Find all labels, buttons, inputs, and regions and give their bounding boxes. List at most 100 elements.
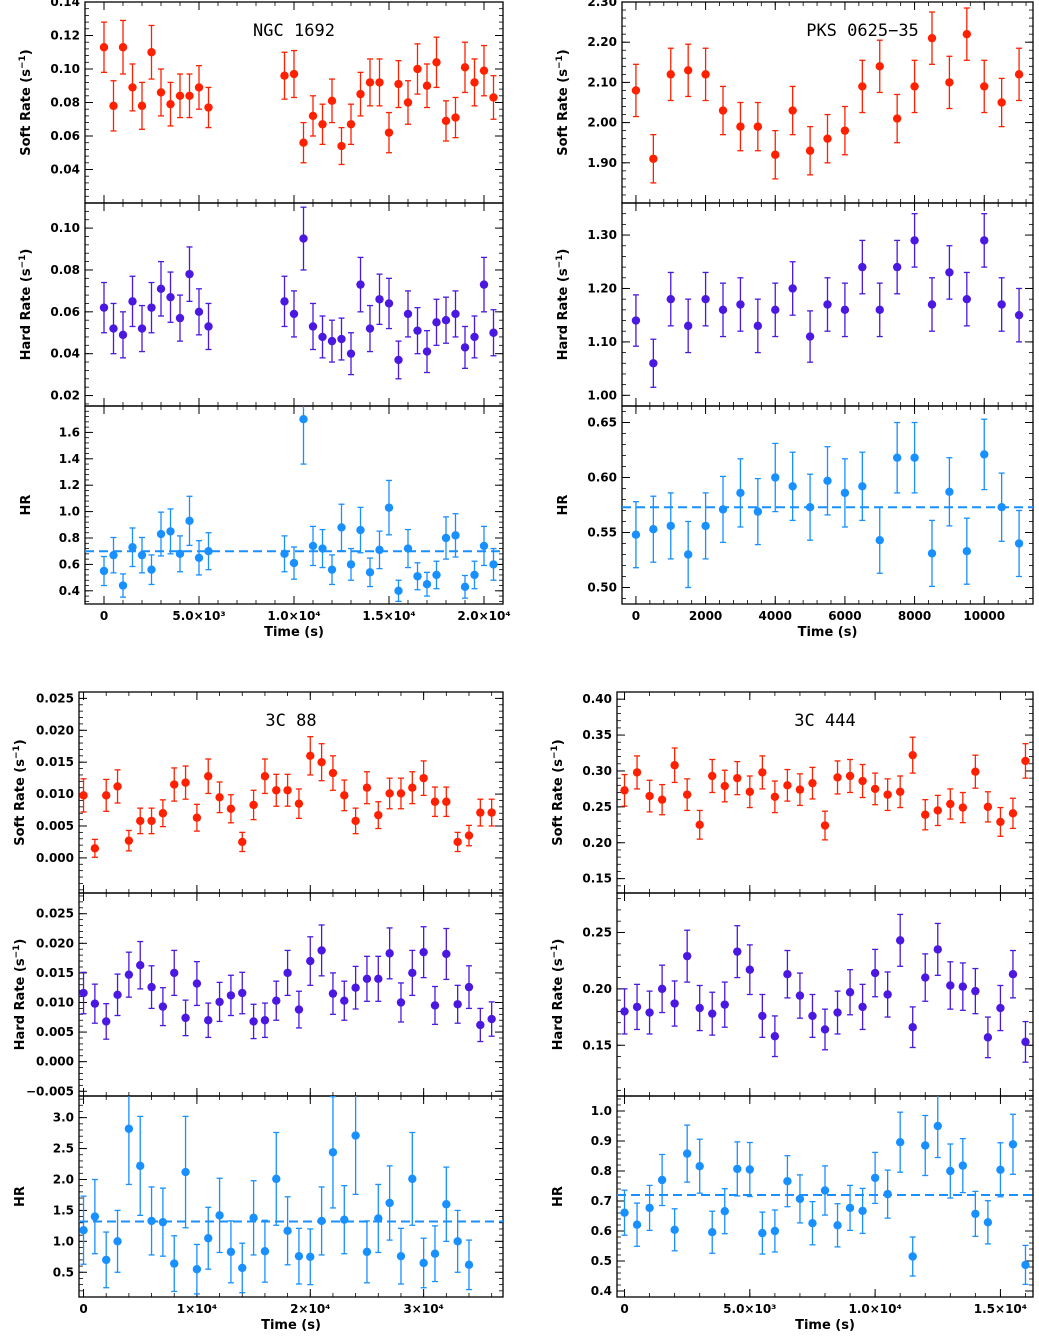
y-tick-label: 2.5 [53,1142,74,1156]
data-point [858,482,867,491]
data-point [136,961,145,970]
data-point [783,781,792,790]
data-point [1008,970,1018,979]
unit-close: ) [13,939,28,945]
data-point [394,355,403,365]
data-point [683,550,693,559]
data-point [430,1249,440,1258]
data-point [736,488,745,498]
data-point [204,772,213,781]
data-point [460,343,470,352]
data-point [280,549,289,559]
y-tick-label: 2.30 [587,0,617,9]
data-point [384,128,394,137]
data-point [823,476,832,485]
data-point [375,295,384,304]
unit-superscript: −1 [555,255,565,269]
data-point [733,947,742,956]
unit-superscript: −1 [555,55,565,69]
data-point [489,93,498,102]
y-tick-label: 0.14 [50,0,80,9]
y-tick-label: 1.90 [587,156,617,170]
x-tick-label: 1.0×10⁴ [848,1302,901,1316]
data-point [356,280,365,289]
soft-axis-label: Soft Rate (s−1) [550,739,566,845]
data-point [682,1149,692,1158]
data-point [927,33,937,43]
data-point [328,768,338,778]
data-point [396,1251,406,1261]
data-point [470,332,479,342]
data-point [374,1214,383,1223]
data-point [374,974,383,984]
soft-series [631,7,1024,184]
data-point [156,284,166,294]
data-point [194,553,204,562]
data-point [670,1225,679,1235]
data-point [272,786,281,795]
data-point [147,982,156,992]
data-point [441,116,451,126]
data-point [910,82,919,91]
data-point [971,767,980,776]
data-point [657,795,667,804]
data-point [394,586,403,595]
data-point [682,951,692,961]
data-point [980,236,989,245]
data-point [464,831,474,840]
chart-2: 1.90 2.00 2.10 2.20 2.30 Soft Rate (s−1) PKS 0… [555,0,1034,640]
data-point [745,787,755,796]
data-point [908,1023,917,1032]
x-tick-label: 0 [620,1302,628,1316]
data-point [701,294,710,304]
y-tick-label: 0.000 [36,851,74,865]
data-point [770,1032,780,1041]
y-tick-label: 1.4 [59,452,80,466]
data-point [340,996,349,1005]
data-point [666,521,675,531]
x-tick-label: 0 [100,609,108,623]
x-tick-label: 0 [632,609,640,623]
data-point [327,96,337,106]
data-point [385,949,394,958]
data-point [181,1013,190,1023]
data-point [983,802,993,812]
data-point [701,70,710,79]
y-tick-label: 0.005 [36,1025,74,1039]
y-tick-label: 0.010 [36,787,74,801]
data-point [1021,756,1030,766]
data-point [166,527,175,536]
data-point [362,783,372,792]
panel-frame [621,405,1034,605]
data-point [736,122,745,131]
data-point [79,1226,88,1235]
y-tick-label: 0.15 [582,1038,612,1052]
data-point [921,810,930,819]
data-point [771,305,780,315]
y-tick-label: 1.0 [59,505,80,519]
data-point [430,797,440,806]
data-point [833,773,842,782]
y-tick-label: 1.20 [587,281,617,295]
data-point [280,71,289,80]
data-point [718,106,728,115]
data-point [1014,310,1024,320]
data-point [657,1175,667,1185]
y-tick-label: 0.15 [582,872,612,886]
unit-close: ) [556,49,571,55]
y-tick-label: 0.40 [582,692,612,706]
data-point [181,778,190,787]
data-point [328,989,338,998]
data-point [318,120,327,129]
data-point [124,836,134,845]
data-point [645,1203,654,1213]
data-point [192,979,202,988]
x-tick-label: 2000 [689,609,722,623]
data-point [249,1017,258,1026]
data-point [441,533,451,543]
hard-axis-label: Hard Rate (s−1) [18,249,34,361]
data-point [958,1161,968,1170]
data-point [238,1263,247,1273]
data-point [820,1186,830,1195]
data-point [962,547,972,556]
